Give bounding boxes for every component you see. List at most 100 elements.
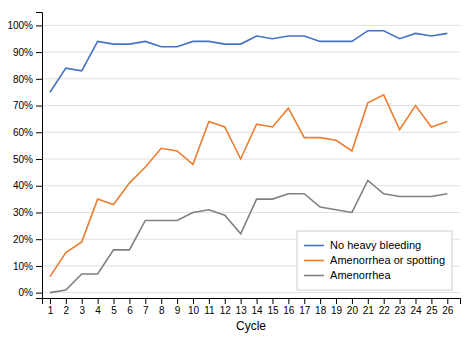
y-axis-line bbox=[36, 13, 43, 299]
tick: 24 bbox=[410, 298, 422, 316]
tick-label: 100% bbox=[7, 20, 33, 31]
tick-label: 10 bbox=[188, 305, 200, 316]
tick-mark bbox=[36, 186, 42, 187]
tick: 13 bbox=[236, 298, 248, 316]
tick-label: 14 bbox=[252, 305, 264, 316]
tick: 4 bbox=[95, 298, 101, 316]
tick-mark bbox=[36, 266, 42, 267]
tick-label: 50% bbox=[13, 154, 33, 165]
tick-label: 17 bbox=[299, 305, 311, 316]
tick-mark bbox=[98, 298, 99, 304]
grid-line bbox=[42, 292, 460, 293]
tick-label: 26 bbox=[442, 305, 454, 316]
tick-label: 0% bbox=[19, 287, 34, 298]
tick-label: 20% bbox=[13, 234, 33, 245]
tick: 26 bbox=[442, 298, 454, 316]
tick-label: 3 bbox=[79, 305, 85, 316]
tick-label: 18 bbox=[315, 305, 327, 316]
tick-mark bbox=[36, 159, 42, 160]
tick: 11 bbox=[204, 298, 215, 316]
tick-mark bbox=[50, 298, 51, 304]
tick-label: 13 bbox=[236, 305, 248, 316]
tick: 18 bbox=[315, 298, 327, 316]
tick: 17 bbox=[299, 298, 311, 316]
tick-mark bbox=[415, 298, 416, 304]
legend-box bbox=[297, 231, 452, 290]
tick: 8 bbox=[159, 298, 165, 316]
x-axis: 1234567891011121314151617181920212223242… bbox=[43, 298, 461, 316]
grid-line bbox=[42, 78, 460, 79]
tick-label: 23 bbox=[395, 305, 407, 316]
tick: 21 bbox=[363, 298, 375, 316]
tick: 5 bbox=[111, 298, 117, 316]
legend-swatch bbox=[304, 245, 324, 247]
tick-mark bbox=[36, 132, 42, 133]
tick: 80% bbox=[13, 74, 42, 85]
tick: 15 bbox=[267, 298, 279, 316]
tick-label: 1 bbox=[48, 305, 54, 316]
tick-mark bbox=[431, 298, 432, 304]
tick-label: 12 bbox=[220, 305, 232, 316]
legend-item: No heavy bleeding bbox=[304, 239, 421, 251]
tick: 20% bbox=[13, 234, 42, 245]
tick-label: 10% bbox=[13, 261, 33, 272]
tick-mark bbox=[161, 298, 162, 304]
legend-label: Amenorrhea bbox=[330, 269, 391, 281]
tick-label: 30% bbox=[13, 207, 33, 218]
tick-mark bbox=[209, 298, 210, 304]
series-line bbox=[50, 31, 447, 92]
tick: 19 bbox=[331, 298, 343, 316]
tick: 22 bbox=[379, 298, 391, 316]
tick-mark bbox=[36, 239, 42, 240]
tick-label: 60% bbox=[13, 127, 33, 138]
tick: 70% bbox=[13, 100, 42, 111]
tick-label: 16 bbox=[283, 305, 295, 316]
tick: 10 bbox=[188, 298, 200, 316]
tick-label: 11 bbox=[204, 305, 215, 316]
tick-label: 19 bbox=[331, 305, 343, 316]
tick-mark bbox=[304, 298, 305, 304]
tick: 23 bbox=[395, 298, 407, 316]
tick-label: 15 bbox=[267, 305, 279, 316]
tick-mark bbox=[336, 298, 337, 304]
tick-mark bbox=[193, 298, 194, 304]
tick: 50% bbox=[13, 154, 42, 165]
tick-mark bbox=[36, 52, 42, 53]
tick: 10% bbox=[13, 261, 42, 272]
tick-mark bbox=[36, 25, 42, 26]
legend-item: Amenorrhea bbox=[304, 269, 391, 281]
tick: 7 bbox=[143, 298, 149, 316]
tick: 30% bbox=[13, 207, 42, 218]
legend: No heavy bleeding Amenorrhea or spotting A… bbox=[297, 231, 452, 290]
tick-label: 4 bbox=[95, 305, 101, 316]
tick-mark bbox=[288, 298, 289, 304]
legend-swatch bbox=[304, 275, 324, 277]
tick: 20 bbox=[347, 298, 359, 316]
tick-label: 22 bbox=[379, 305, 391, 316]
tick-mark bbox=[177, 298, 178, 304]
tick-label: 80% bbox=[13, 74, 33, 85]
grid-line bbox=[42, 132, 460, 133]
grid-line bbox=[42, 25, 460, 26]
tick: 40% bbox=[13, 180, 42, 191]
tick-mark bbox=[129, 298, 130, 304]
legend-label: No heavy bleeding bbox=[330, 239, 421, 251]
tick-mark bbox=[241, 298, 242, 304]
chart: 1234567891011121314151617181920212223242… bbox=[0, 0, 474, 338]
tick-mark bbox=[400, 298, 401, 304]
tick-label: 2 bbox=[64, 305, 70, 316]
grid-line bbox=[42, 105, 460, 106]
x-axis-title: Cycle bbox=[236, 319, 266, 333]
tick-label: 20 bbox=[347, 305, 359, 316]
tick-label: 25 bbox=[426, 305, 438, 316]
tick: 2 bbox=[64, 298, 70, 316]
tick-mark bbox=[257, 298, 258, 304]
tick-mark bbox=[36, 106, 42, 107]
tick: 90% bbox=[13, 47, 42, 58]
tick-label: 9 bbox=[175, 305, 181, 316]
plot: 1234567891011121314151617181920212223242… bbox=[7, 13, 460, 317]
tick-mark bbox=[320, 298, 321, 304]
legend-label: Amenorrhea or spotting bbox=[330, 254, 445, 266]
tick-mark bbox=[272, 298, 273, 304]
tick: 12 bbox=[220, 298, 232, 316]
